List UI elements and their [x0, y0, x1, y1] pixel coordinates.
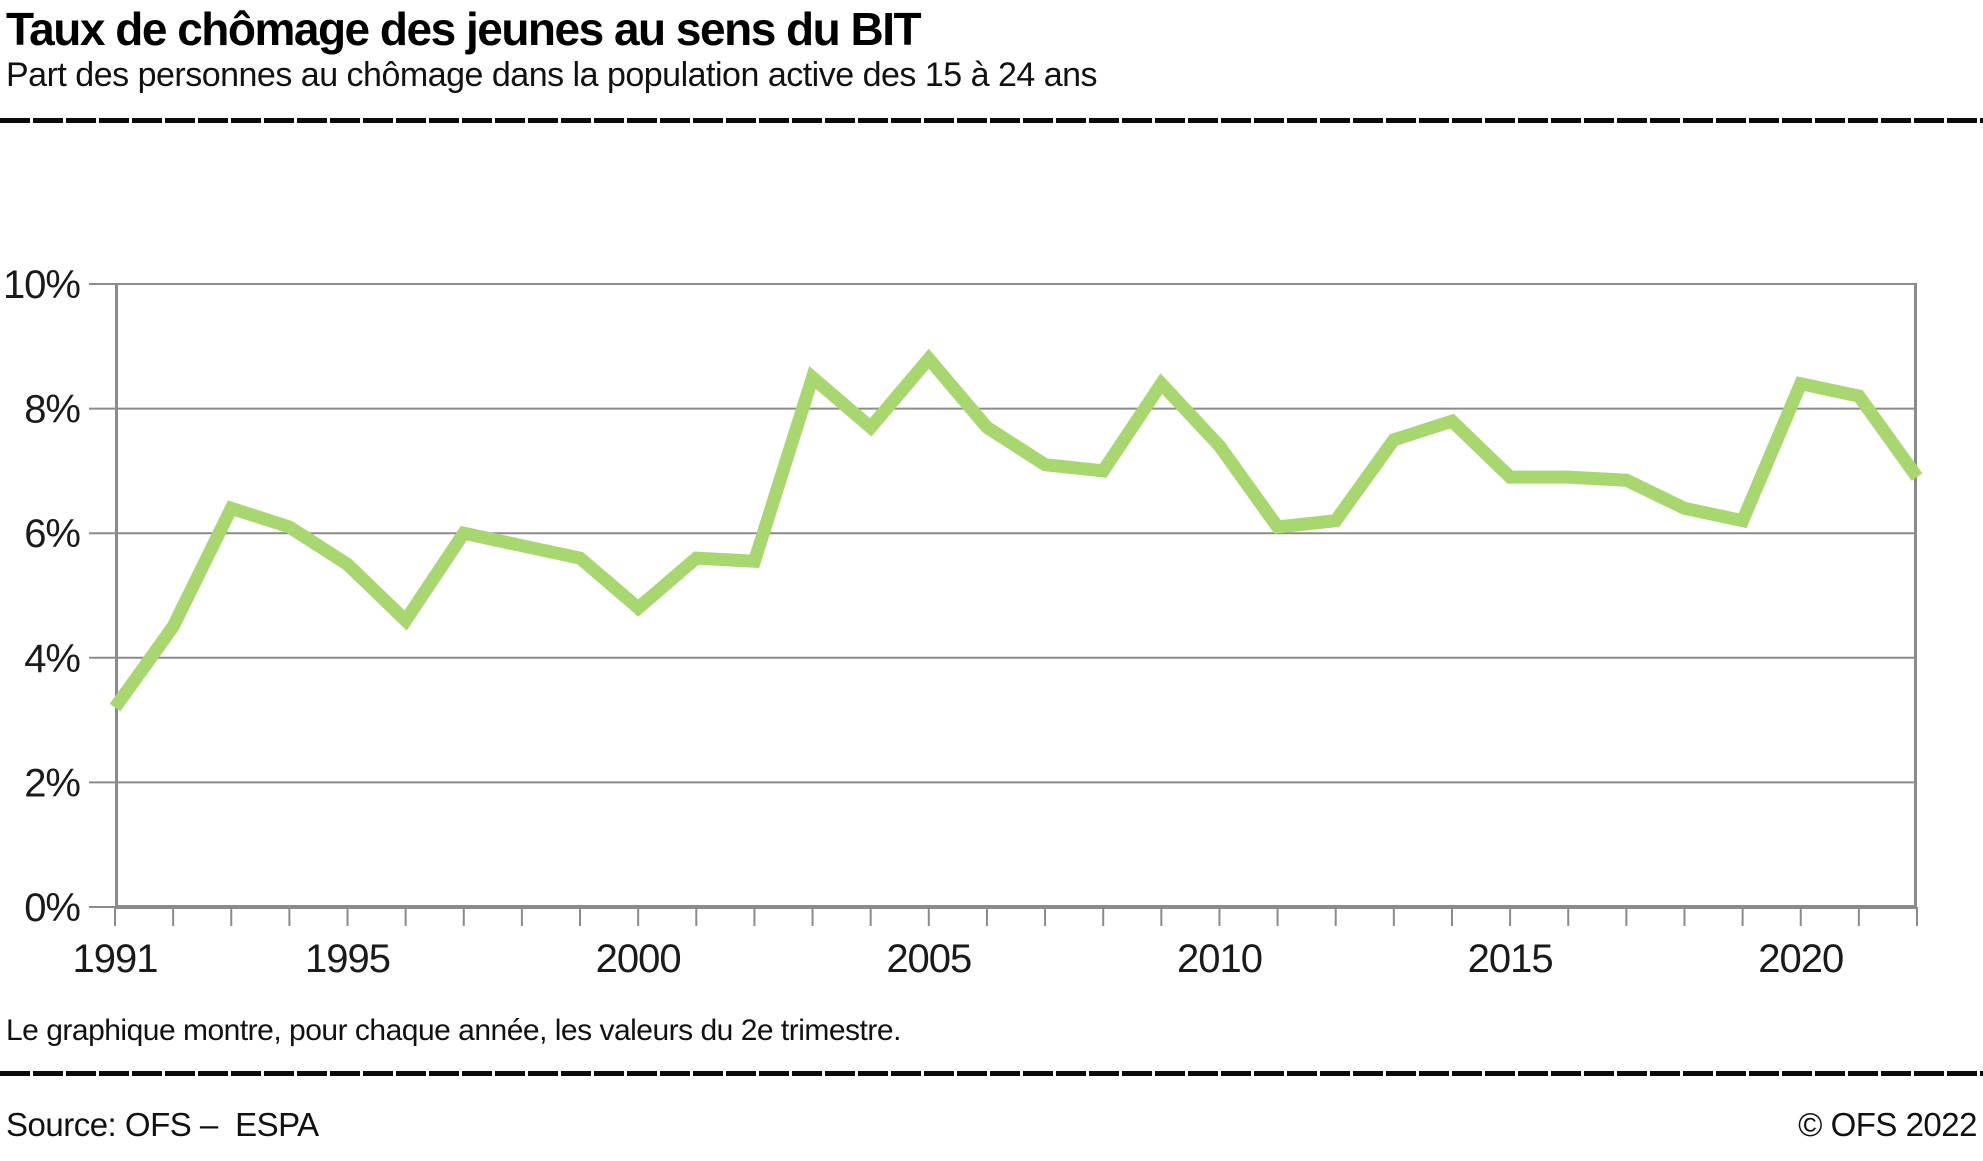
svg-text:2000: 2000 [596, 937, 681, 981]
svg-text:4%: 4% [24, 637, 80, 681]
source-label: Source: OFS – ESPA [6, 1106, 319, 1143]
svg-text:2005: 2005 [886, 937, 971, 981]
copyright-label: © OFS 2022 [1798, 1106, 1977, 1143]
svg-text:8%: 8% [24, 388, 80, 432]
svg-text:6%: 6% [24, 512, 80, 556]
svg-text:0%: 0% [24, 886, 80, 930]
svg-text:1991: 1991 [73, 937, 158, 981]
unemployment-line [109, 348, 1923, 712]
gridlines [115, 283, 1917, 909]
axis-ticks [89, 283, 1918, 926]
footer-divider [0, 1071, 1983, 1076]
page-subtitle: Part des personnes au chômage dans la po… [6, 56, 1098, 94]
header-divider [0, 118, 1983, 123]
svg-text:2010: 2010 [1177, 937, 1262, 981]
page-title: Taux de chômage des jeunes au sens du BI… [6, 3, 922, 55]
svg-text:2015: 2015 [1468, 937, 1553, 981]
y-tick-labels: 0% 2% 4% 6% 8% 10% [3, 263, 81, 930]
svg-text:10%: 10% [3, 263, 80, 307]
axes [115, 284, 1917, 907]
svg-text:1995: 1995 [305, 937, 390, 981]
svg-text:2%: 2% [24, 761, 80, 805]
svg-text:2020: 2020 [1758, 937, 1843, 981]
chart-annotation: Le graphique montre, pour chaque année, … [6, 1014, 901, 1047]
x-tick-labels: 1991 1995 2000 2005 2010 2015 2020 [73, 937, 1845, 981]
